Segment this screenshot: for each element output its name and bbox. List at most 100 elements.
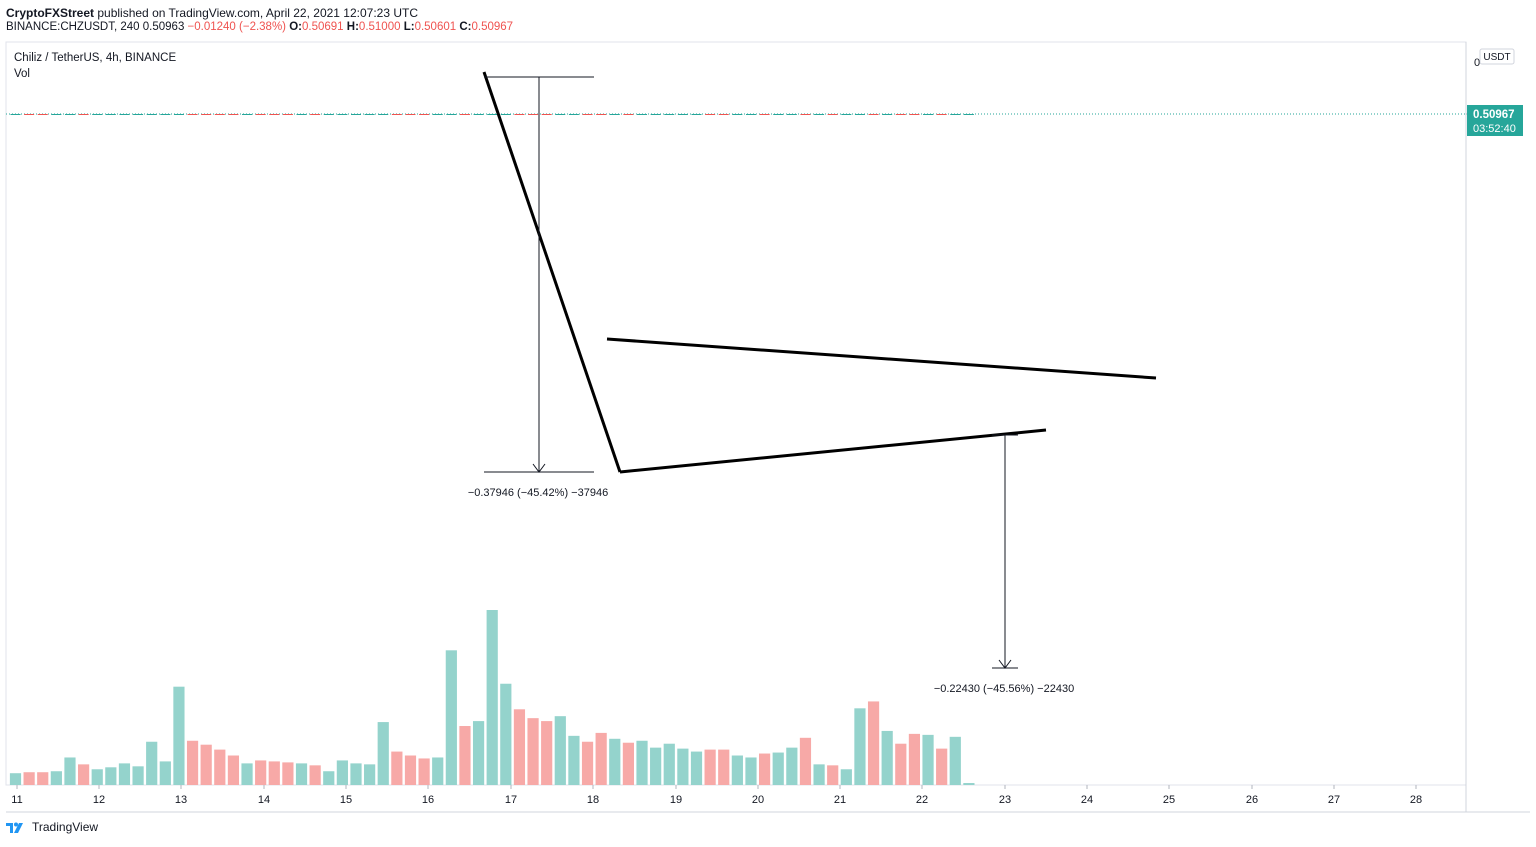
x-tick-label: 19	[670, 794, 682, 806]
volume-bar	[677, 748, 689, 785]
volume-bar	[881, 730, 893, 785]
candle-body	[160, 114, 171, 116]
candle-body	[773, 114, 784, 116]
volume-bar	[609, 738, 621, 785]
candle-body	[64, 114, 75, 116]
volume-bar	[867, 701, 880, 785]
change-value: −0.01240 (−2.38%)	[187, 21, 287, 33]
volume-bar	[568, 735, 580, 785]
candle-body	[173, 114, 184, 116]
volume-bar	[622, 742, 634, 785]
candle-body	[786, 114, 797, 116]
volume-bar	[813, 764, 825, 785]
volume-bar	[336, 760, 348, 785]
volume-bar	[241, 763, 253, 785]
volume-bar	[186, 740, 199, 785]
candle-body	[282, 114, 293, 116]
volume-bar	[50, 771, 62, 785]
volume-bar	[200, 744, 212, 785]
candle-body	[555, 114, 566, 116]
volume-bar	[459, 726, 471, 785]
tradingview-brand: TradingView	[32, 820, 99, 834]
symbol-info: BINANCE:CHZUSDT, 240	[6, 21, 140, 33]
candle-body	[323, 114, 334, 116]
x-tick-label: 22	[916, 794, 928, 806]
last-price-badge	[1467, 105, 1523, 137]
measure-arrow-head	[532, 463, 546, 473]
x-tick-label: 16	[422, 794, 434, 806]
volume-bar	[963, 783, 975, 785]
candle-body	[950, 114, 961, 116]
candle-body	[255, 114, 266, 116]
volume-bar	[513, 709, 526, 785]
volume-bar	[718, 749, 730, 785]
x-tick-label: 24	[1081, 794, 1093, 806]
high-label: H:	[346, 21, 359, 33]
candle-body	[391, 114, 402, 116]
candle-body	[759, 114, 770, 116]
candle-body	[351, 114, 361, 116]
volume-bar	[731, 755, 743, 785]
volume-bar	[541, 721, 553, 785]
volume-bar	[786, 747, 798, 785]
candle-body	[923, 114, 934, 116]
volume-bar	[227, 755, 240, 785]
volume-bar	[527, 718, 539, 785]
volume-bar	[949, 736, 961, 785]
volume-bar	[391, 751, 403, 785]
candle-body	[24, 114, 35, 116]
candle-body	[568, 114, 579, 116]
x-tick-label: 27	[1328, 794, 1340, 806]
candle-body	[92, 114, 103, 116]
candle-body	[936, 114, 947, 116]
volume-bar	[827, 765, 839, 785]
candle-body	[419, 114, 430, 116]
candle-body	[664, 114, 675, 116]
candle-body	[745, 114, 756, 116]
tradingview-logo[interactable]: TradingView	[6, 820, 98, 834]
volume-bar	[268, 761, 280, 785]
volume-bar	[704, 749, 716, 785]
tradingview-logo-icon	[6, 822, 23, 833]
volume-bar	[364, 764, 376, 785]
x-tick-label: 11	[11, 794, 22, 806]
measure-label: −0.37946 (−45.42%) −37946	[468, 487, 608, 499]
chart-title: Chiliz / TetherUS, 4h, BINANCE	[14, 52, 176, 64]
candle-body	[909, 114, 920, 116]
volume-bar	[64, 757, 76, 785]
volume-bar	[595, 732, 607, 785]
x-tick-label: 21	[834, 794, 846, 806]
open-value: 0.50691	[302, 21, 344, 33]
candle-body	[446, 114, 457, 116]
author-name[interactable]: CryptoFXStreet	[6, 6, 95, 20]
volume-bar	[404, 755, 417, 785]
candle-body	[269, 114, 280, 116]
candle-body	[868, 114, 879, 116]
volume-bar	[37, 772, 49, 785]
volume-bar	[377, 722, 389, 785]
volume-bar	[78, 764, 90, 785]
candle-body	[473, 114, 484, 116]
volume-bar	[23, 772, 35, 785]
currency-label: USDT	[1483, 52, 1510, 63]
volume-bar	[854, 708, 866, 785]
volume-bar	[146, 741, 158, 785]
candle-body	[895, 114, 906, 116]
candle-body	[133, 114, 144, 116]
volume-bar	[500, 683, 512, 785]
candle-body	[459, 114, 470, 116]
candle-body	[364, 114, 375, 116]
x-tick-label: 13	[175, 794, 187, 806]
candle-body	[882, 114, 893, 116]
volume-bar	[922, 734, 934, 785]
volume-bar	[173, 686, 185, 785]
candle-body	[201, 114, 212, 116]
target-arrow-head	[998, 659, 1012, 669]
x-tick-label: 12	[93, 794, 105, 806]
close-label: C:	[459, 21, 472, 33]
candle-body	[732, 114, 743, 116]
symbol-line: BINANCE:CHZUSDT, 240 0.50963 −0.01240 (−…	[6, 21, 513, 33]
candle-body	[677, 114, 688, 116]
candle-body	[37, 114, 48, 116]
